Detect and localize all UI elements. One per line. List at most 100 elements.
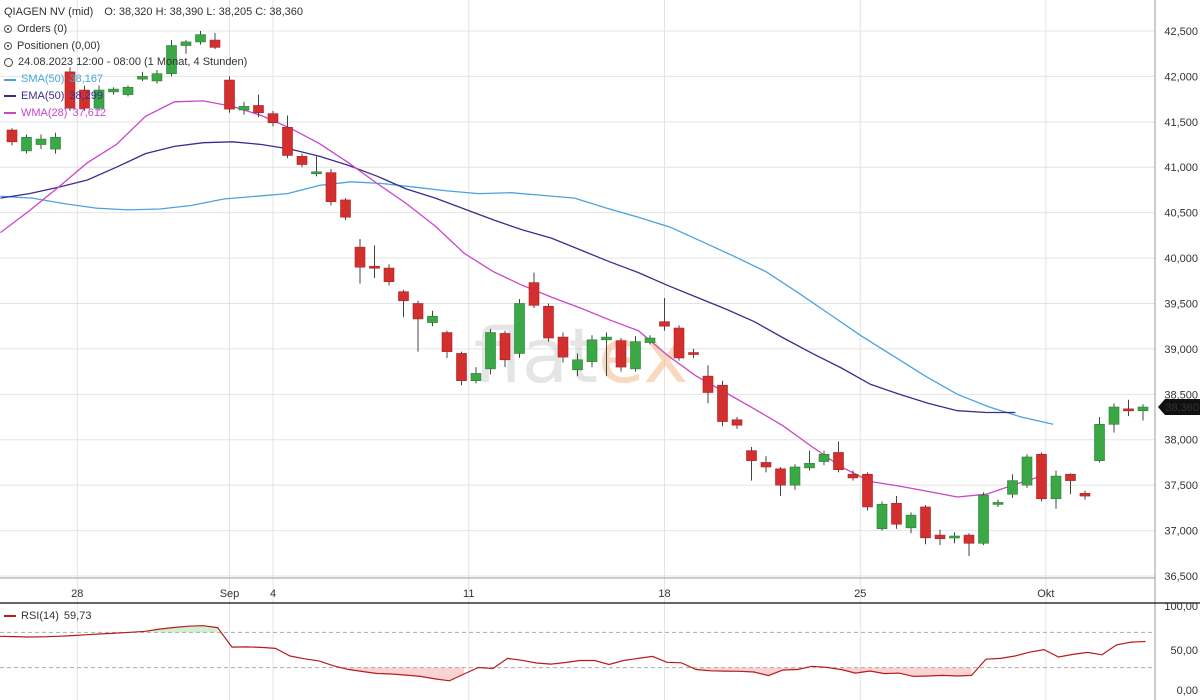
candle	[93, 85, 105, 111]
rsi-value: 59,73	[63, 610, 92, 622]
candle-body-up	[470, 373, 482, 381]
candle	[891, 496, 902, 529]
candle	[1137, 404, 1149, 421]
y-tick-label: 40,000	[1164, 253, 1198, 265]
candle-body-down	[891, 503, 902, 525]
candle	[267, 110, 279, 127]
x-tick-label: 11	[463, 588, 474, 600]
candle-body-up	[630, 341, 641, 370]
wma-value: 37,612	[72, 106, 107, 119]
candle-body-up	[1050, 475, 1062, 500]
candle-body-down	[659, 321, 670, 327]
candle	[586, 335, 598, 368]
y-tick-label: 37,000	[1164, 526, 1198, 538]
candle-body-up	[992, 502, 1004, 505]
x-tick-label: Okt	[1037, 588, 1054, 600]
candle	[282, 115, 293, 159]
x-tick-label: 25	[854, 588, 866, 600]
candle-body-down	[615, 340, 627, 368]
y-tick-label: 37,500	[1164, 480, 1198, 492]
wma-legend-row[interactable]: WMA(28) 37,612	[4, 105, 303, 122]
candle-body-up	[50, 136, 61, 150]
candle	[35, 134, 47, 150]
candle	[905, 512, 917, 534]
candle	[325, 169, 337, 206]
candle-body-down	[340, 199, 351, 218]
candle-body-down	[746, 450, 757, 461]
candle	[876, 501, 888, 531]
candle-body-down	[224, 79, 235, 110]
sma-legend-row[interactable]: SMA(50) 38,167	[4, 71, 303, 88]
candle-body-up	[21, 136, 32, 152]
candle	[224, 76, 235, 113]
candle	[427, 310, 438, 327]
sma-swatch	[4, 78, 16, 81]
watermark-ex: ex	[598, 311, 688, 400]
candle	[180, 40, 192, 54]
candle	[528, 272, 540, 309]
candle-body-up	[151, 73, 163, 82]
period-row[interactable]: 24.08.2023 12:00 - 08:00 (1 Monat, 4 Stu…	[4, 54, 303, 71]
last-price-tag: 38,360	[1158, 399, 1200, 416]
candle-body-up	[166, 45, 177, 74]
candle-body-up	[427, 315, 438, 323]
candle	[1123, 399, 1134, 417]
candle-body-up	[905, 514, 917, 529]
candle	[659, 298, 670, 331]
sma-label: SMA(50)	[21, 73, 65, 86]
candle	[804, 450, 815, 471]
candle	[122, 85, 134, 97]
candle	[963, 533, 975, 556]
rsi-oversold-area	[841, 667, 972, 677]
candle	[1108, 403, 1120, 433]
candle-body-down	[325, 172, 337, 203]
candle	[470, 367, 482, 384]
orders-row[interactable]: Orders (0)	[4, 21, 303, 38]
candle	[717, 380, 728, 427]
candle	[920, 505, 931, 545]
y-tick-label: 39,000	[1164, 344, 1198, 356]
y-tick-label: 40,500	[1164, 208, 1198, 220]
candle	[383, 264, 395, 286]
candle	[702, 365, 714, 404]
candle-body-up	[137, 76, 148, 80]
candle	[1021, 454, 1033, 488]
candle-body-up	[122, 87, 134, 95]
positions-row[interactable]: Positionen (0,00)	[4, 38, 303, 55]
candle	[108, 87, 119, 95]
radio-icon	[4, 41, 12, 50]
candle-body-down	[731, 419, 743, 426]
candle-body-down	[1123, 408, 1134, 412]
candle	[166, 40, 177, 77]
candle	[311, 156, 322, 177]
candle-body-up	[485, 332, 496, 370]
candle-body-up	[949, 535, 960, 539]
y-tick-label: 42,500	[1164, 26, 1198, 38]
sma50-line	[0, 181, 1054, 425]
candles	[6, 31, 1149, 556]
candle	[137, 71, 148, 81]
candle-body-down	[1036, 453, 1047, 500]
candle-body-up	[93, 89, 105, 109]
rsi-legend[interactable]: RSI(14) 59,73	[4, 610, 91, 622]
candle-body-down	[717, 384, 728, 422]
candle-body-down	[296, 156, 308, 165]
candle-body-down	[543, 305, 554, 339]
candle	[731, 417, 743, 429]
candle	[644, 335, 656, 345]
candle-body-down	[688, 352, 699, 355]
ema50-line	[0, 141, 1016, 414]
candle-body-up	[804, 463, 815, 469]
candle-body-up	[195, 34, 206, 43]
candle-body-up	[1021, 456, 1033, 486]
candle	[630, 336, 641, 372]
rsi-y-tick-label: 50,00	[1170, 645, 1198, 657]
candle-body-down	[253, 105, 264, 114]
candle-body-down	[267, 113, 279, 124]
ema-legend-row[interactable]: EMA(50) 38,299	[4, 88, 303, 105]
period-label: 24.08.2023 12:00 - 08:00 (1 Monat, 4 Stu…	[18, 56, 248, 69]
orders-label: Orders (0)	[17, 22, 68, 35]
